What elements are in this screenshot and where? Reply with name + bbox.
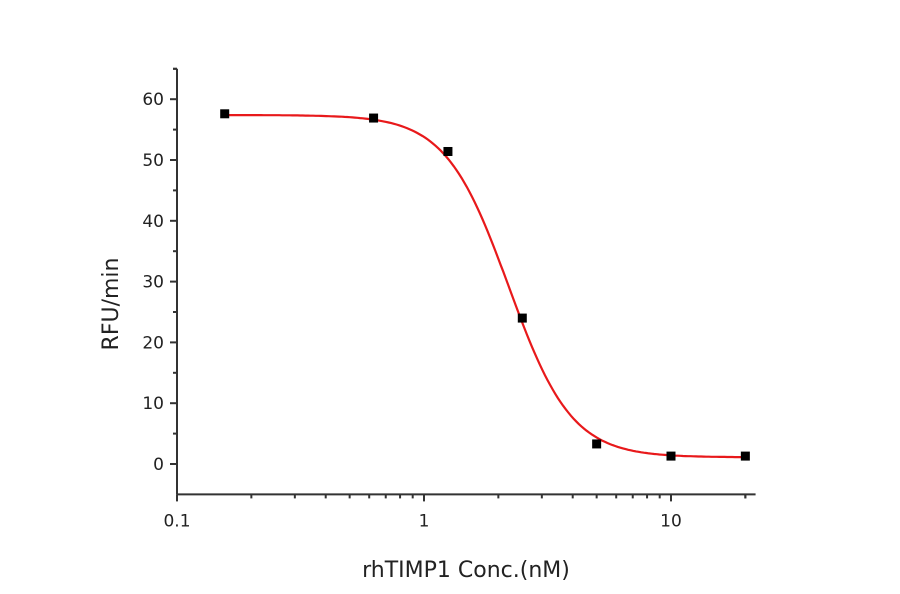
data-point xyxy=(369,113,379,123)
tick-labels: 0 10 20 30 40 50 60 0.1 1 10 xyxy=(142,90,681,531)
data-points xyxy=(220,109,750,461)
data-point xyxy=(220,109,230,119)
y-tick-label: 30 xyxy=(142,273,164,293)
y-tick-label: 10 xyxy=(142,394,164,414)
data-point xyxy=(592,439,602,449)
x-axis-title: rhTIMP1 Conc.(nM) xyxy=(362,558,570,583)
fit-curve xyxy=(224,114,746,459)
y-tick-label: 0 xyxy=(153,455,164,475)
data-point xyxy=(517,313,527,323)
data-point xyxy=(666,451,676,461)
data-point xyxy=(443,146,453,156)
x-tick-label: 1 xyxy=(419,511,430,531)
y-axis-title: RFU/min xyxy=(99,258,124,351)
axes xyxy=(170,67,756,502)
x-tick-label: 0.1 xyxy=(163,511,190,531)
y-tick-label: 40 xyxy=(142,212,164,232)
data-point xyxy=(740,451,750,461)
y-tick-label: 50 xyxy=(142,151,164,171)
x-tick-label: 10 xyxy=(660,511,682,531)
y-tick-label: 60 xyxy=(142,90,164,110)
y-tick-label: 20 xyxy=(142,333,164,353)
